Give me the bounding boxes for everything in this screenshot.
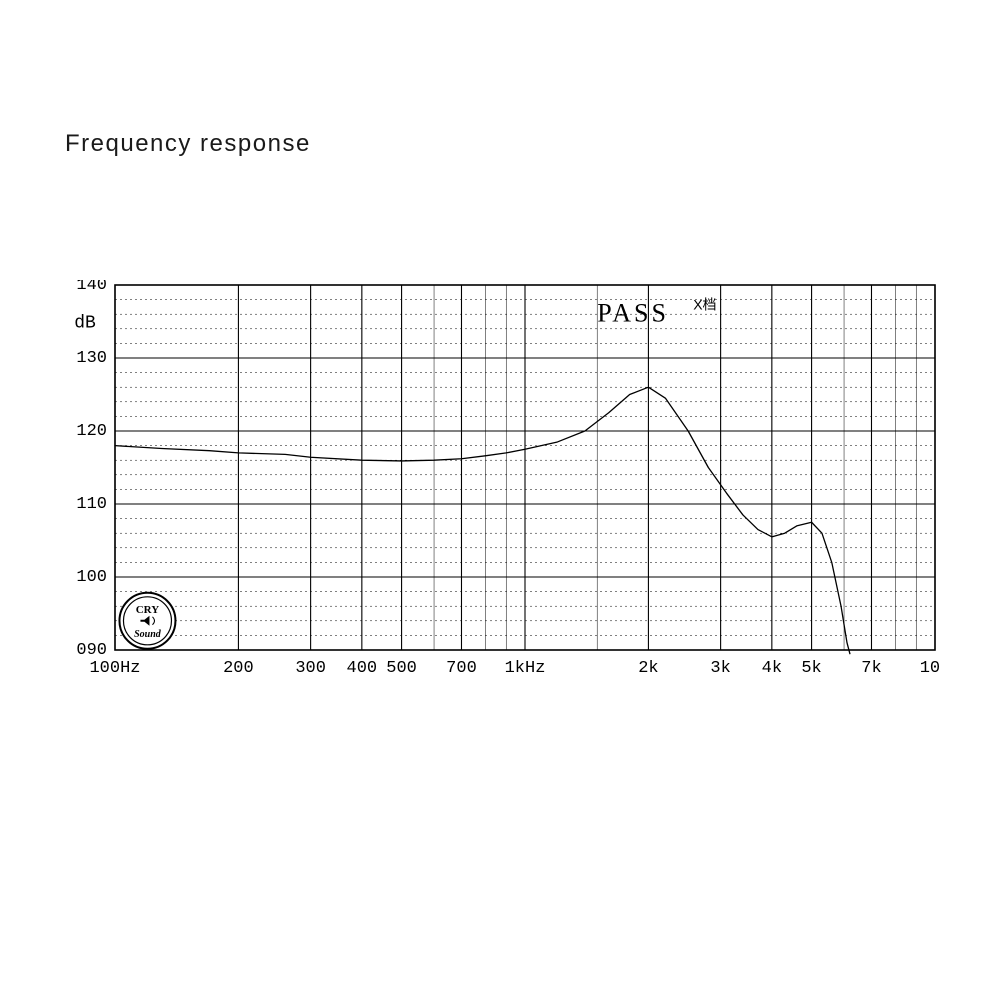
x-tick-label: 4k — [762, 659, 782, 678]
chart-title: Frequency response — [65, 130, 311, 158]
frequency-response-chart: 090 100 110 120 130 140 dB 100Hz 200 300 400 500 700… — [60, 280, 940, 690]
x-tick-label: 400 — [347, 659, 378, 678]
y-tick-label: 100 — [76, 568, 107, 587]
x-tick-label: 7k — [861, 659, 881, 678]
y-tick-label: 140 — [76, 280, 107, 295]
y-tick-label: 130 — [76, 349, 107, 368]
y-tick-label: 120 — [76, 422, 107, 441]
x-tick-label: 200 — [223, 659, 254, 678]
x-tick-label: 3k — [710, 659, 730, 678]
y-unit-label: dB — [74, 314, 96, 334]
x-tick-label: 300 — [295, 659, 326, 678]
y-tick-label: 090 — [76, 641, 107, 660]
logo-text-bottom: Sound — [134, 629, 162, 640]
x-tick-label: 5k — [801, 659, 821, 678]
x-tick-label: 1kHz — [505, 659, 546, 678]
logo-text-top: CRY — [136, 604, 160, 616]
x-tick-label: 10k — [920, 659, 940, 678]
x-tick-label: 2k — [638, 659, 658, 678]
pass-annotation-sup: X档 — [693, 297, 716, 313]
pass-annotation: PASS — [597, 299, 669, 328]
x-tick-label: 700 — [446, 659, 477, 678]
x-tick-label: 100Hz — [89, 659, 140, 678]
x-tick-label: 500 — [386, 659, 417, 678]
y-tick-label: 110 — [76, 495, 107, 514]
